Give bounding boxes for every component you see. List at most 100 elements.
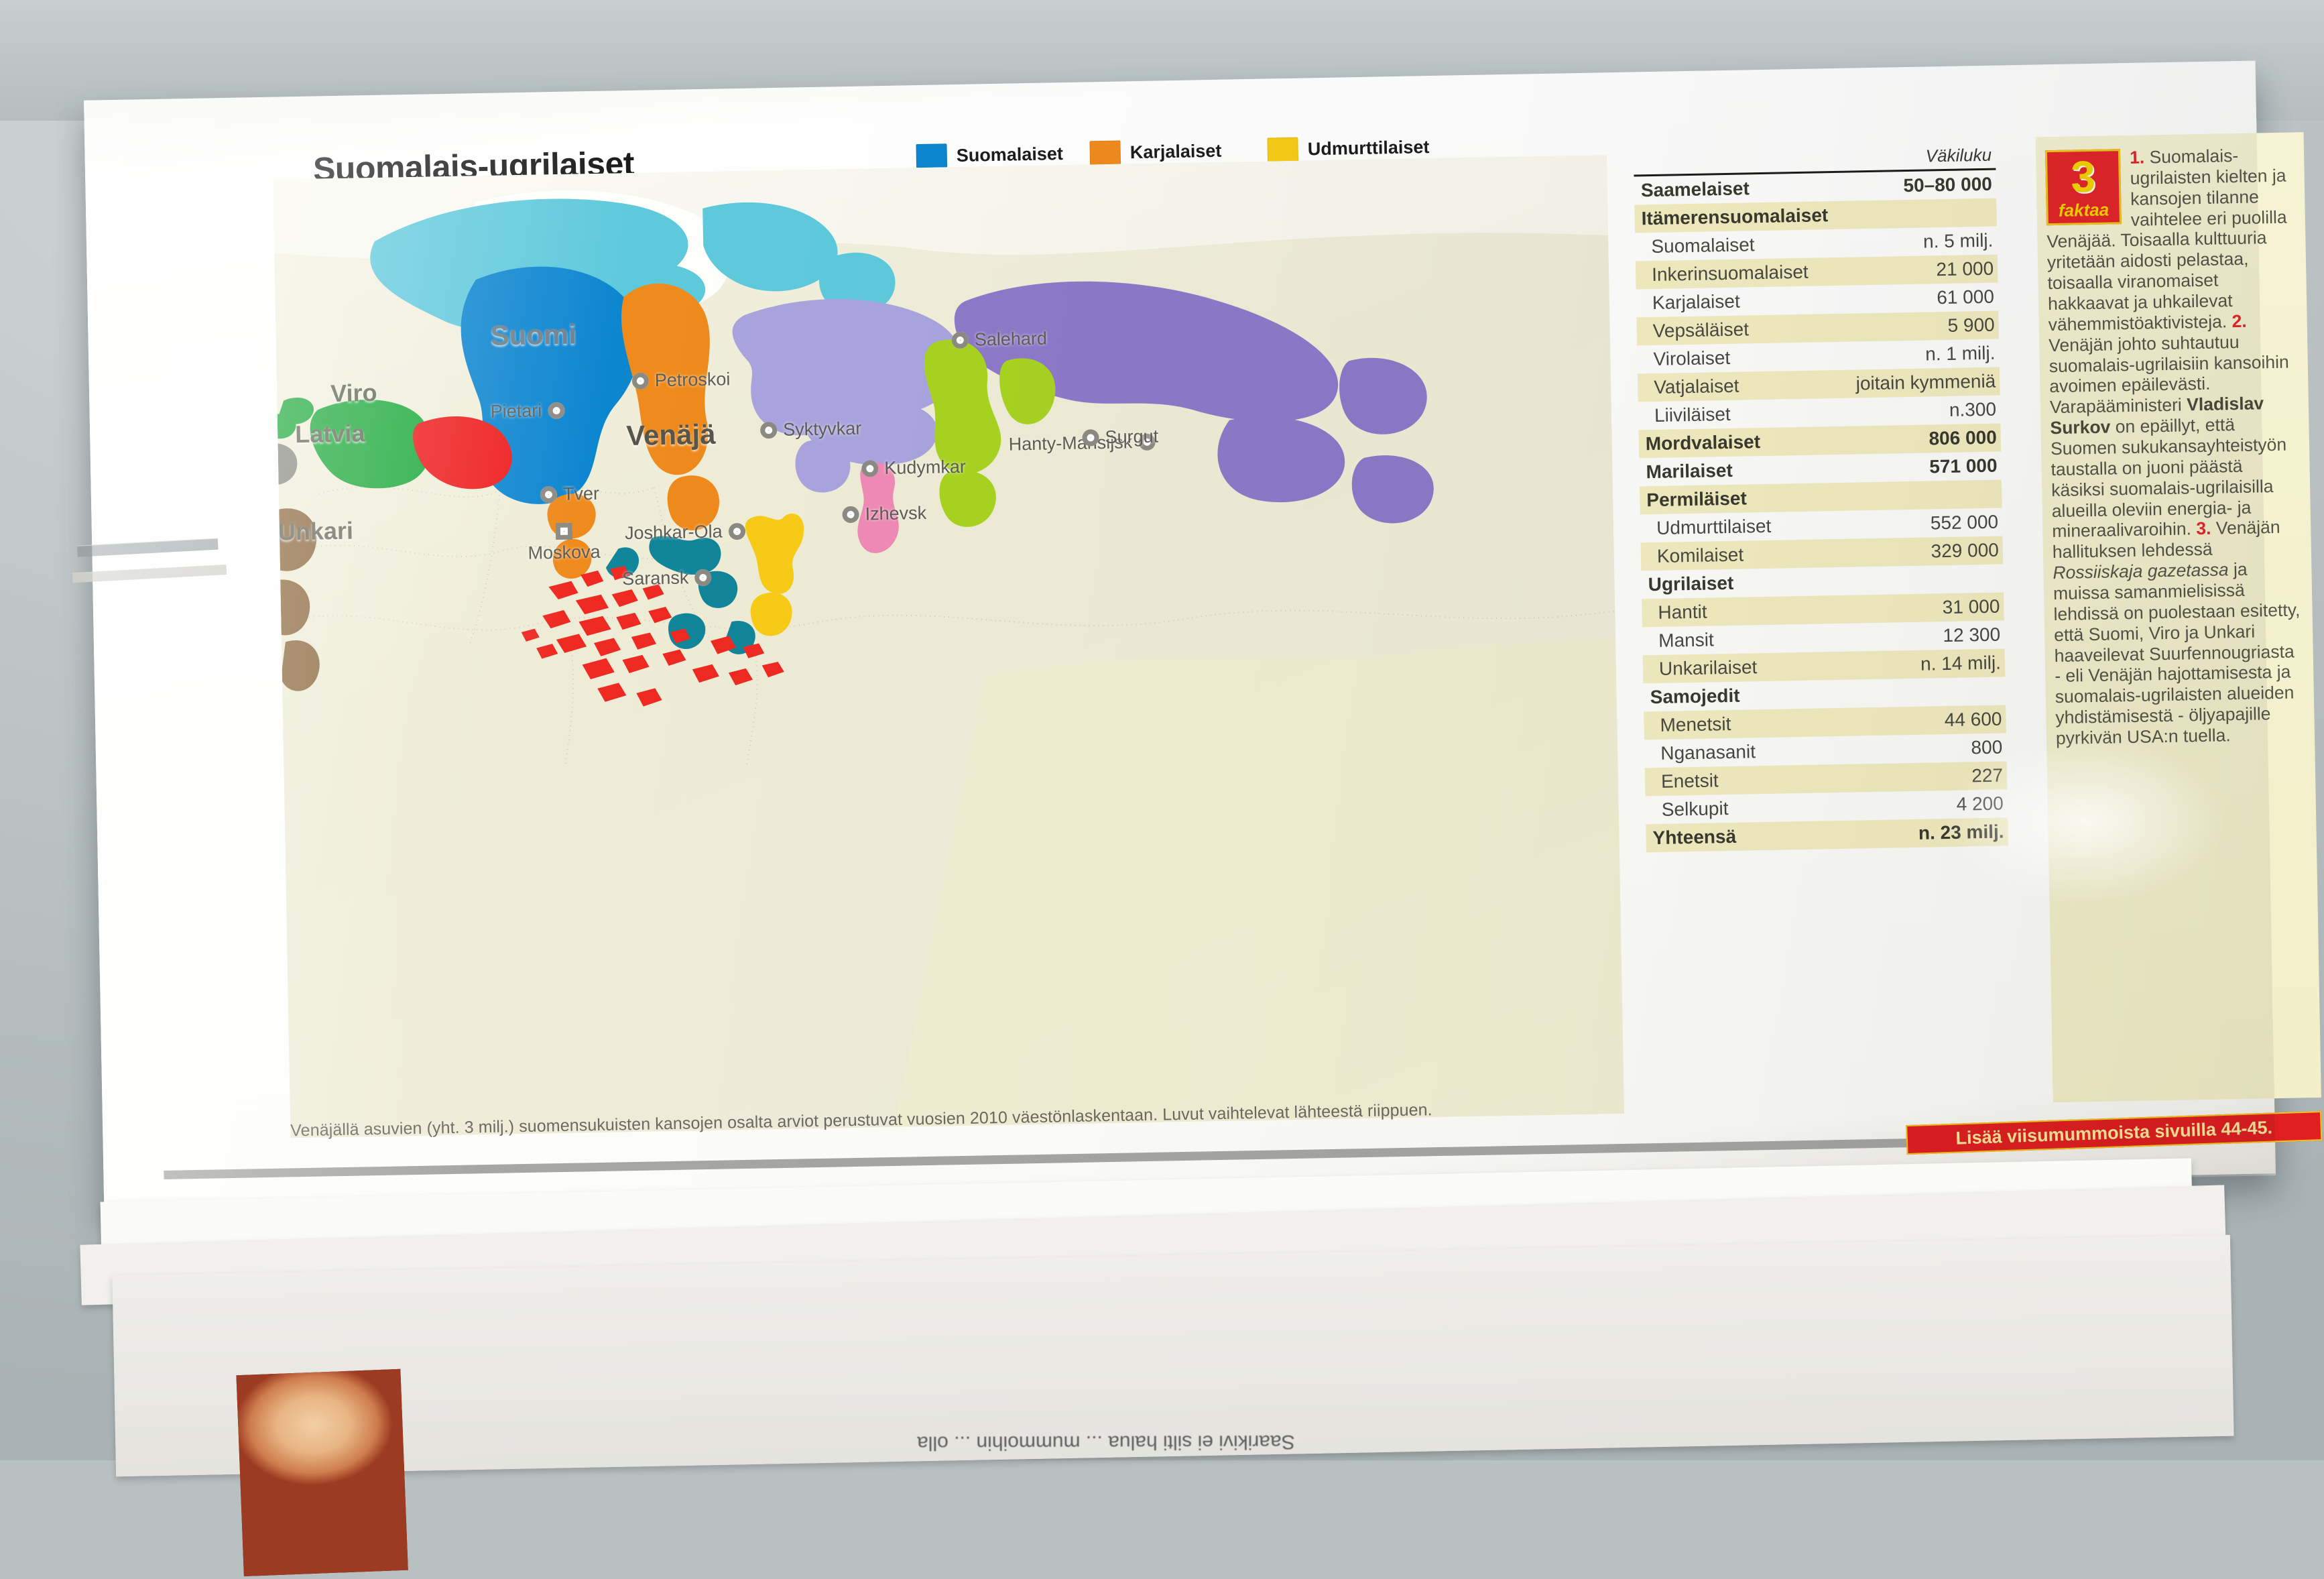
table-cell-name: Itämerensuomalaiset [1641,204,1829,229]
table-cell-name: Nganasanit [1660,741,1756,764]
city-label: Salehard [974,328,1048,350]
table-cell-value: 44 600 [1944,708,2002,731]
infographic: Suomalais-ugrilaiset kansat SuomalaisetV… [105,80,2323,1191]
city-label: Izhevsk [865,502,927,524]
table-cell-name: Marilaiset [1646,459,1733,483]
table-cell-name: Udmurttilaiset [1656,515,1772,538]
table-cell-name: Vepsäläiset [1652,318,1750,341]
table-cell-value: 61 000 [1936,286,1995,308]
three-facts-badge: 3 faktaa [2044,149,2122,226]
table-cell-value: joitain kymmeniä [1855,370,1996,394]
map-country-label: Latvia [294,419,365,449]
promo-label: Lisää viisumummoista sivuilla 44-45. [1955,1117,2273,1149]
map-city-izhevsk: Izhevsk [842,503,926,525]
map-country-label: Unkari [278,516,354,546]
map-canvas: Suomi Viro Latvia Venäjä Unkari Petrosko… [273,155,1625,1138]
fact-text: Venäjän johto suhtautuu suomalais-ugrila… [2048,331,2289,542]
city-label: Kudymkar [884,456,967,479]
city-dot-icon [547,402,565,420]
stack-upside-down-text: Saarikivi ei silti halua ... mummoihin .… [917,1430,1295,1454]
legend-item: Suomalaiset [916,141,1064,169]
table-cell-name: Selkupit [1661,798,1729,820]
city-label: Saransk [621,567,689,589]
fact-number: 3. [2196,518,2217,539]
city-label: Petroskoi [654,369,731,391]
promo-banner[interactable]: Lisää viisumummoista sivuilla 44-45. [1906,1111,2323,1155]
table-cell-value: 5 900 [1947,314,1995,336]
stack-photo [236,1368,408,1576]
table-cell-value: 21 000 [1936,257,1994,280]
city-label: Surgut [1105,426,1159,447]
newspaper-stack-below: Saarikivi ei silti halua ... mummoihin .… [0,1158,2324,1576]
legend-swatch-icon [1267,137,1299,162]
table-cell-name: Virolaiset [1653,347,1731,369]
map-city-joshkar-ola: Joshkar-Ola [625,521,745,544]
table-cell-name: Liiviläiset [1654,403,1731,426]
map-city-tver: Tver [540,483,600,506]
map-city-saransk: Saransk [622,567,712,589]
legend-swatch-icon [916,143,948,169]
table-cell-value: 50–80 000 [1903,173,1993,196]
table-cell-name: Mansit [1658,629,1714,651]
table-cell-name: Mordvalaiset [1645,431,1761,455]
city-label: Tver [562,483,600,504]
map-country-label: Suomi [490,318,577,351]
table-cell-value: n.300 [1949,398,1997,420]
city-dot-icon [728,522,745,540]
table-cell-value: 12 300 [1943,624,2001,646]
stack-sheet: Saarikivi ei silti halua ... mummoihin .… [112,1234,2234,1576]
table-cell-value: n. 14 milj. [1920,652,2002,675]
city-label: Syktyvkar [782,418,862,440]
map-shapes [273,155,1625,1127]
city-dot-icon [631,372,650,390]
table-cell-name: Saamelaiset [1640,178,1750,201]
table-cell-name: Vatjalaiset [1654,375,1739,398]
fact-text: Venäjän hallituksen lehdessä Rossiiskaja… [2052,517,2301,749]
map-city-petroskoi: Petroskoi [631,369,731,392]
city-dot-icon [861,460,879,477]
legend-item: Udmurttilaiset [1267,135,1430,162]
newspaper-page: Suomalais-ugrilaiset kansat SuomalaisetV… [72,60,2323,1214]
table-cell-name: Yhteensä [1652,825,1737,849]
table-cell-name: Ugrilaiset [1648,572,1734,595]
badge-word: faktaa [2058,199,2109,221]
table-cell-value: n. 5 milj. [1922,229,1994,252]
table-cell-value: 806 000 [1929,426,1998,449]
table-cell-name: Inkerinsuomalaiset [1651,261,1809,286]
city-dot-icon [951,331,969,349]
legend-item: Karjalaiset [1089,138,1241,166]
table-cell-name: Suomalaiset [1651,234,1755,257]
city-dot-icon [1082,429,1099,447]
map-city-salehard: Salehard [951,328,1048,351]
facts-text: 1. Suomalais-ugrilaisten kielten ja kans… [2045,144,2305,749]
fact-item-2: 2. Venäjän johto suhtautuu suomalais-ugr… [2048,311,2289,542]
capital-square-icon [555,522,572,540]
badge-number: 3 [2070,151,2096,202]
legend-label: Suomalaiset [956,143,1064,166]
map-city-kudymkar: Kudymkar [861,457,966,479]
map-city-surgut: Surgut [1082,426,1158,449]
map-country-label: Viro [330,378,377,408]
city-label: Pietari [490,400,542,422]
light-glow [1944,738,2225,905]
city-dot-icon [760,421,778,439]
map-city-moskova: Moskova [528,522,601,564]
table-cell-value: n. 1 milj. [1924,342,1996,365]
city-dot-icon [694,569,712,587]
fact-item-3: 3. Venäjän hallituksen lehdessä Rossiisk… [2053,517,2301,748]
facts-panel: 3 faktaa 1. Suomalais-ugrilaisten kielte… [2035,132,2321,1103]
table-cell-name: Enetsit [1660,770,1719,792]
table-cell-value: 31 000 [1942,595,2000,618]
map-country-label: Venäjä [625,418,716,452]
city-dot-icon [540,485,558,504]
table-cell-name: Permiläiset [1646,487,1748,511]
legend-swatch-icon [1089,140,1121,166]
table-cell-name: Samojedit [1650,685,1740,708]
legend-label: Karjalaiset [1129,140,1222,162]
legend-label: Udmurttilaiset [1307,136,1430,159]
city-label: Joshkar-Ola [624,521,723,544]
table-cell-value: 552 000 [1930,511,1999,534]
table-cell-value: 329 000 [1931,539,2000,562]
fact-number: 2. [2231,310,2247,332]
city-dot-icon [842,506,859,524]
